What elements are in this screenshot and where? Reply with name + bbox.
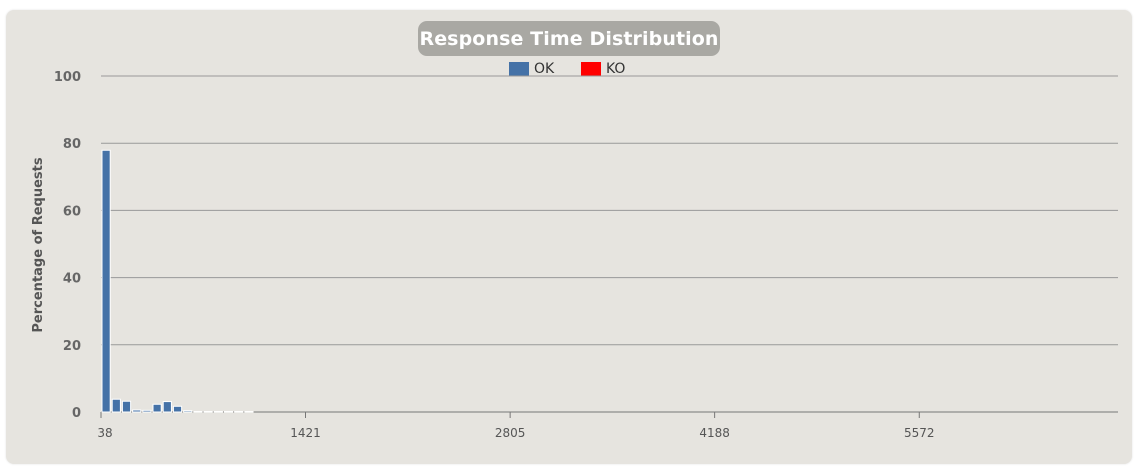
legend-swatch-ko	[581, 62, 601, 76]
legend-item-ko[interactable]: KO	[581, 61, 625, 77]
bar-ok-8[interactable]	[183, 410, 193, 413]
y-axis-ticks: 0 20 40 60 80 100	[54, 70, 81, 421]
gridlines	[101, 75, 1118, 413]
chart-title: Response Time Distribution	[418, 21, 720, 56]
x-tick-label: 4188	[699, 426, 730, 440]
y-tick-label: 20	[63, 339, 81, 354]
bar-ok-9[interactable]	[193, 411, 203, 413]
x-tick-label: 2805	[495, 426, 526, 440]
bar-ok-14[interactable]	[244, 411, 254, 413]
legend-label-ko: KO	[606, 61, 626, 77]
legend-label-ok: OK	[534, 61, 555, 77]
bar-ok-3[interactable]	[132, 409, 142, 413]
bar-ok-6[interactable]	[162, 401, 172, 413]
x-tick-label: 38	[97, 426, 112, 440]
y-tick-label: 60	[63, 204, 81, 219]
y-tick-label: 80	[63, 137, 81, 152]
x-tick-label: 1421	[290, 426, 321, 440]
bar-ok-7[interactable]	[172, 405, 183, 413]
legend-swatch-ok	[509, 62, 529, 76]
chart-panel	[6, 10, 1132, 464]
y-axis-title: Percentage of Requests	[31, 157, 46, 332]
x-tick-label: 5572	[904, 426, 935, 440]
y-tick-label: 100	[54, 70, 81, 85]
bar-ok-13[interactable]	[234, 411, 244, 413]
bar-ok-2[interactable]	[121, 400, 132, 413]
x-axis-ticks: 38 1421 2805 4188 5572	[97, 412, 935, 440]
bar-ok-0[interactable]	[101, 149, 111, 413]
legend-item-ok[interactable]: OK	[509, 61, 554, 77]
bar-ok-11[interactable]	[213, 411, 223, 413]
bar-ok-4[interactable]	[142, 409, 152, 413]
bar-ok-1[interactable]	[111, 398, 121, 413]
bar-ok-12[interactable]	[223, 411, 234, 413]
bar-series-ok	[101, 149, 254, 413]
y-tick-label: 0	[72, 406, 81, 421]
y-tick-label: 40	[63, 272, 81, 287]
bar-ok-5[interactable]	[152, 403, 162, 413]
bar-ok-10[interactable]	[203, 411, 213, 413]
